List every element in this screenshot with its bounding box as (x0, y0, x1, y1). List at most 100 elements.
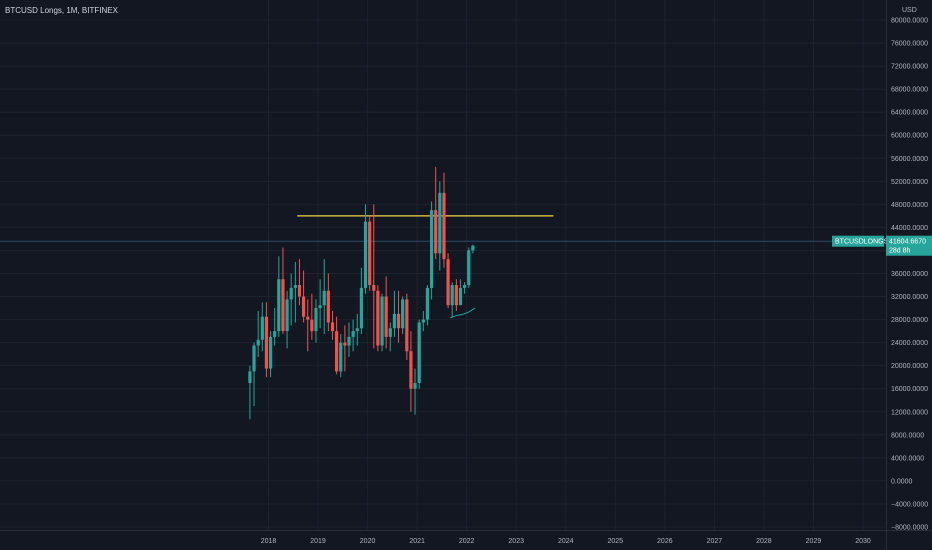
candle-body (289, 287, 293, 300)
y-tick-label: −4000.0000 (891, 501, 928, 508)
price-axis[interactable]: 80000.0000 76000.0000 72000.0000 68000.0000… (886, 0, 929, 550)
indicator-line (450, 307, 476, 319)
candle-body (363, 221, 368, 288)
candle-body (458, 287, 463, 306)
candle-body (297, 285, 302, 297)
y-tick-label: 52000.0000 (891, 179, 928, 186)
candle-body (318, 305, 322, 309)
symbol-tag: BTCUSDLONGS (835, 239, 889, 246)
y-tick-label: 44000.0000 (891, 225, 928, 232)
candle-body (429, 210, 434, 288)
y-tick-label: 16000.0000 (891, 386, 928, 393)
candle-body (454, 285, 458, 306)
candle-body (285, 299, 289, 332)
y-tick-label: −8000.0000 (891, 525, 928, 532)
candle-body (376, 290, 380, 346)
x-tick-label: 2029 (806, 538, 822, 545)
candle-body (368, 221, 372, 286)
candle-body (326, 290, 330, 323)
candle-body (301, 296, 306, 317)
x-tick-label: 2025 (608, 538, 624, 545)
candle-body (281, 279, 285, 332)
overlays (450, 307, 476, 319)
y-tick-label: 28000.0000 (891, 317, 928, 324)
candle-body (462, 285, 467, 288)
candle-body (401, 299, 405, 329)
candle-body (277, 279, 281, 332)
candle-body (438, 192, 442, 254)
x-tick-label: 2030 (855, 538, 871, 545)
candle-body (434, 210, 438, 254)
x-tick-label: 2018 (261, 538, 277, 545)
y-tick-label: 8000.0000 (891, 432, 924, 439)
y-tick-label: 4000.0000 (891, 455, 924, 462)
candle-body (355, 328, 359, 332)
x-tick-label: 2021 (409, 538, 425, 545)
x-tick-label: 2027 (707, 538, 723, 545)
x-tick-label: 2019 (310, 538, 326, 545)
candle-body (396, 313, 401, 329)
x-tick-label: 2023 (508, 538, 524, 545)
y-tick-label: 48000.0000 (891, 202, 928, 209)
y-tick-label: 20000.0000 (891, 363, 928, 370)
candle-body (388, 328, 392, 337)
x-tick-label: 2028 (756, 538, 772, 545)
y-tick-label: 68000.0000 (891, 87, 928, 94)
chart-title: BTCUSD Longs, 1M, BITFINEX (5, 6, 119, 15)
y-tick-label: 0.0000 (891, 478, 913, 485)
candle-body (330, 322, 335, 332)
candle-body (467, 250, 471, 286)
y-tick-label: 36000.0000 (891, 271, 928, 278)
candle-body (442, 192, 446, 260)
y-tick-label: 12000.0000 (891, 409, 928, 416)
candle-body (392, 313, 397, 329)
candle-body (264, 316, 269, 369)
candle-body (314, 308, 318, 332)
candle-body (384, 296, 388, 337)
y-tick-label: 60000.0000 (891, 133, 928, 140)
candle-body (417, 322, 421, 383)
y-tick-label: 32000.0000 (891, 294, 928, 301)
price-tag-bg (886, 235, 932, 256)
grid (0, 0, 886, 530)
candles (248, 166, 475, 420)
candle-body (343, 342, 347, 346)
currency-label: USD (902, 7, 917, 14)
price-tag-countdown: 28d 8h (889, 248, 911, 255)
y-tick-label: 64000.0000 (891, 110, 928, 117)
candle-body (425, 287, 430, 320)
price-tag-value: 41604.6670 (889, 239, 926, 246)
candle-body (293, 285, 297, 288)
candle-body (339, 342, 343, 372)
candle-body (347, 336, 351, 346)
candle-body (306, 316, 310, 320)
candle-body (421, 319, 425, 323)
candle-body (268, 336, 273, 369)
time-axis[interactable]: 2018 2019 2020 2021 2022 2023 2024 2025 2026 2027… (0, 530, 932, 546)
candle-body (380, 296, 384, 346)
x-tick-label: 2024 (558, 538, 574, 545)
candle-body (471, 245, 475, 251)
candle-body (273, 331, 277, 337)
candle-body (256, 339, 260, 346)
candle-body (409, 351, 413, 389)
candle-body (252, 345, 256, 372)
candle-body (351, 331, 355, 337)
y-tick-label: 72000.0000 (891, 64, 928, 71)
candle-body (260, 316, 264, 340)
y-tick-label: 80000.0000 (891, 18, 928, 25)
candle-body (322, 290, 326, 306)
candle-body (248, 371, 252, 383)
last-price-label: BTCUSDLONGS 41604.6670 28d 8h (832, 235, 932, 256)
candle-body (413, 382, 417, 389)
candle-body (446, 259, 450, 306)
y-tick-label: 76000.0000 (891, 41, 928, 48)
y-tick-label: 24000.0000 (891, 340, 928, 347)
y-tick-label: 56000.0000 (891, 156, 928, 163)
x-tick-label: 2020 (360, 538, 376, 545)
x-tick-label: 2022 (459, 538, 475, 545)
candle-body (310, 319, 314, 332)
candle-body (450, 285, 454, 306)
